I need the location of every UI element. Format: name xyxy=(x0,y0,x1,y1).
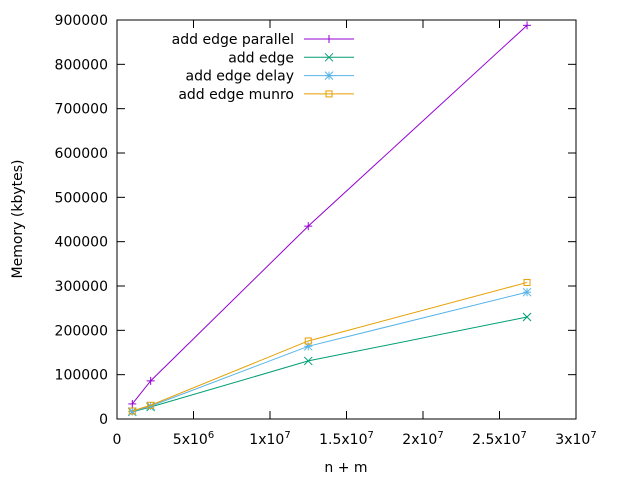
y-tick-label: 700000 xyxy=(55,102,108,118)
data-point xyxy=(303,356,313,366)
x-axis-label: n + m xyxy=(324,460,367,476)
x-tick-label-exponent: 7 xyxy=(437,430,443,441)
y-tick-label: 600000 xyxy=(55,146,108,162)
data-point xyxy=(128,399,137,408)
legend-label: add edge parallel xyxy=(172,32,294,48)
x-tick-label: 1x107 xyxy=(249,430,290,448)
x-tick-label-exponent: 7 xyxy=(284,430,290,441)
legend-marker xyxy=(324,71,334,80)
x-tick-label-base: 0 xyxy=(113,432,122,448)
y-tick-label: 100000 xyxy=(55,368,108,384)
y-tick-label: 300000 xyxy=(55,279,108,295)
y-axis-label: Memory (kbytes) xyxy=(10,160,26,279)
data-point xyxy=(146,376,155,385)
series-line xyxy=(132,281,528,412)
data-point xyxy=(128,407,136,415)
x-tick-label-exponent: 7 xyxy=(521,430,527,441)
legend: add edge parallel add edge add edge delay a… xyxy=(172,32,354,103)
data-point xyxy=(523,21,532,30)
x-tick-label-base: 1.5x10 xyxy=(319,432,367,448)
legend-marker xyxy=(325,35,333,43)
y-tick-label: 400000 xyxy=(55,235,108,251)
y-tick-label: 900000 xyxy=(55,13,108,29)
plot-area xyxy=(127,21,532,417)
x-tick-label-base: 2x10 xyxy=(402,432,437,448)
legend-label: add edge delay xyxy=(185,69,294,85)
data-point xyxy=(522,312,532,322)
x-tick-label: 2x107 xyxy=(402,430,443,448)
x-tick-label-base: 3x10 xyxy=(555,432,590,448)
x-tick-label: 5x106 xyxy=(173,430,214,448)
legend-item: add edge parallel xyxy=(172,32,354,48)
legend-label: add edge munro xyxy=(178,87,294,103)
series-line xyxy=(132,316,528,413)
x-tick-label-base: 1x10 xyxy=(249,432,284,448)
x-tick-label-exponent: 7 xyxy=(368,430,374,441)
data-point xyxy=(304,337,312,345)
legend-label: add edge xyxy=(228,50,294,66)
axes: 0 100000 200000 300000 400000 500000 600000 700… xyxy=(55,13,597,448)
x-tick-label-exponent: 7 xyxy=(590,430,596,441)
legend-item: add edge delay xyxy=(185,69,354,85)
legend-item: add edge munro xyxy=(178,87,354,103)
series-add-edge-munro xyxy=(128,278,531,415)
x-tick-label: 1.5x107 xyxy=(319,430,374,448)
y-tick-label: 200000 xyxy=(55,323,108,339)
data-point xyxy=(147,401,155,409)
x-tick-label-exponent: 6 xyxy=(208,430,214,441)
series-add-edge xyxy=(127,312,532,417)
series-add-edge-parallel xyxy=(128,21,532,408)
data-point xyxy=(304,222,313,231)
x-tick-label: 2.5x107 xyxy=(472,430,527,448)
data-point xyxy=(523,278,531,286)
legend-marker xyxy=(324,52,334,62)
y-tick-label: 0 xyxy=(99,412,108,428)
series-line xyxy=(131,24,528,405)
x-tick-label-base: 2.5x10 xyxy=(472,432,520,448)
series-line xyxy=(132,291,528,412)
x-tick-label: 3x107 xyxy=(555,430,596,448)
legend-item: add edge xyxy=(228,50,354,66)
x-tick-label: 0 xyxy=(113,432,122,448)
y-tick-label: 800000 xyxy=(55,57,108,73)
y-tick-label: 500000 xyxy=(55,190,108,206)
x-tick-label-base: 5x10 xyxy=(173,432,208,448)
data-point xyxy=(522,287,532,297)
legend-marker xyxy=(325,90,333,98)
